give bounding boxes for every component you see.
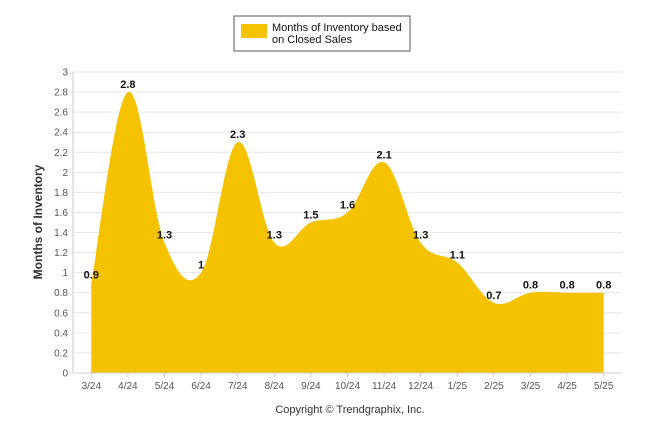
x-tick-label: 9/24 bbox=[301, 381, 321, 392]
y-tick-label: 0.6 bbox=[54, 308, 68, 319]
y-tick-label: 3 bbox=[62, 68, 68, 79]
x-tick-label: 5/25 bbox=[594, 381, 614, 392]
data-labels: 0.9 2.8 1.3 1 2.3 1.3 1.5 1.6 2.1 1.3 1.1 0.7 0.8 0.8… bbox=[84, 79, 612, 302]
legend-line-2: on Closed Sales bbox=[272, 34, 353, 46]
x-tick-label: 2/25 bbox=[484, 381, 504, 392]
data-label: 0.8 bbox=[596, 280, 611, 292]
x-tick-label: 7/24 bbox=[228, 381, 248, 392]
data-label: 1 bbox=[198, 260, 204, 272]
x-tick-label: 4/25 bbox=[557, 381, 577, 392]
x-tick-label: 3/24 bbox=[82, 381, 102, 392]
data-label: 2.8 bbox=[120, 79, 135, 91]
x-tick-label: 1/25 bbox=[448, 381, 468, 392]
x-tick-label: 5/24 bbox=[155, 381, 175, 392]
data-label: 0.7 bbox=[486, 290, 501, 302]
y-tick-label: 1.2 bbox=[54, 248, 68, 259]
y-tick-label: 1.6 bbox=[54, 208, 68, 219]
area-series bbox=[91, 91, 604, 373]
data-label: 1.1 bbox=[450, 250, 465, 262]
data-label: 0.8 bbox=[559, 280, 574, 292]
data-label: 0.8 bbox=[523, 280, 538, 292]
data-label: 1.3 bbox=[267, 230, 282, 242]
y-tick-label: 1.8 bbox=[54, 188, 68, 199]
copyright-footer: Copyright © Trendgraphix, Inc. bbox=[275, 404, 424, 416]
y-tick-label: 2.4 bbox=[54, 128, 68, 139]
y-tick-label: 2.8 bbox=[54, 88, 68, 99]
y-tick-label: 2.6 bbox=[54, 108, 68, 119]
x-tick-label: 12/24 bbox=[408, 381, 433, 392]
legend: Months of Inventory based on Closed Sale… bbox=[233, 15, 411, 52]
x-tick-label: 10/24 bbox=[335, 381, 360, 392]
y-tick-label: 1.4 bbox=[54, 228, 68, 239]
legend-swatch bbox=[241, 24, 267, 38]
data-label: 2.3 bbox=[230, 129, 245, 141]
y-axis-title: Months of Inventory bbox=[31, 164, 45, 279]
x-tick-label: 4/24 bbox=[118, 381, 138, 392]
x-tick-label: 3/25 bbox=[521, 381, 541, 392]
data-label: 1.3 bbox=[157, 230, 172, 242]
data-label: 0.9 bbox=[84, 270, 99, 282]
y-tick-label: 0 bbox=[62, 369, 68, 380]
data-label: 1.5 bbox=[303, 210, 318, 222]
data-label: 2.1 bbox=[376, 149, 391, 161]
x-tick-labels: 3/24 4/24 5/24 6/24 7/24 8/24 9/24 10/24 11/24 12… bbox=[82, 373, 614, 392]
y-tick-label: 0.4 bbox=[54, 328, 68, 339]
x-tick-label: 6/24 bbox=[191, 381, 211, 392]
data-label: 1.3 bbox=[413, 230, 428, 242]
x-tick-label: 11/24 bbox=[372, 381, 397, 392]
data-label: 1.6 bbox=[340, 199, 355, 211]
x-tick-label: 8/24 bbox=[265, 381, 285, 392]
y-tick-labels: 0 0.2 0.4 0.6 0.8 1 1.2 1.4 1.6 1.8 2 2.2 2.4 2.6 2.8 3 bbox=[54, 68, 68, 380]
y-tick-label: 2 bbox=[62, 168, 68, 179]
legend-line-1: Months of Inventory based bbox=[272, 22, 402, 34]
y-tick-label: 1 bbox=[62, 268, 68, 279]
y-tick-label: 2.2 bbox=[54, 148, 68, 159]
y-tick-label: 0.2 bbox=[54, 348, 68, 359]
y-tick-label: 0.8 bbox=[54, 288, 68, 299]
